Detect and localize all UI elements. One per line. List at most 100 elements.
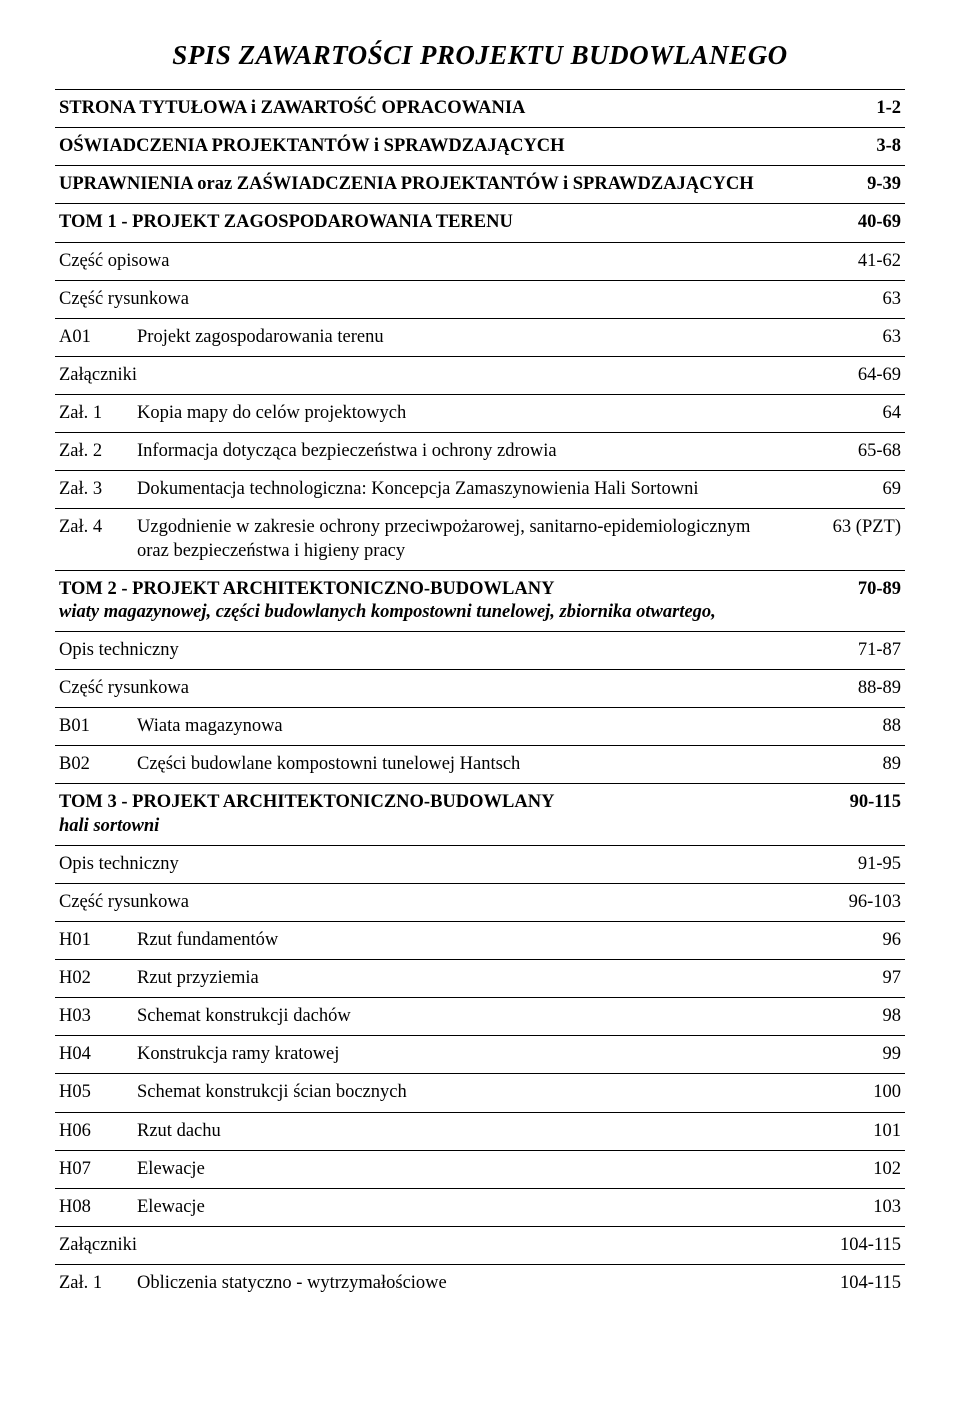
- table-row: Zał. 1Obliczenia statyczno - wytrzymałoś…: [55, 1265, 905, 1303]
- table-row: Zał. 4Uzgodnienie w zakresie ochrony prz…: [55, 509, 905, 570]
- row-pages: 70-89: [787, 570, 905, 631]
- row-label: Konstrukcja ramy kratowej: [133, 1036, 787, 1074]
- row-pages: 40-69: [787, 204, 905, 242]
- table-row: H07Elewacje102: [55, 1150, 905, 1188]
- row-pages: 96-103: [787, 883, 905, 921]
- row-pages: 1-2: [787, 90, 905, 128]
- table-row: Załączniki104-115: [55, 1226, 905, 1264]
- row-code: Zał. 1: [55, 1265, 133, 1303]
- row-pages: 65-68: [787, 433, 905, 471]
- row-code: Zał. 2: [55, 433, 133, 471]
- row-label: Kopia mapy do celów projektowych: [133, 395, 787, 433]
- row-label: Elewacje: [133, 1188, 787, 1226]
- row-label: STRONA TYTUŁOWA i ZAWARTOŚĆ OPRACOWANIA: [55, 90, 787, 128]
- table-row: H02Rzut przyziemia97: [55, 960, 905, 998]
- row-code: H06: [55, 1112, 133, 1150]
- row-pages: 64-69: [787, 356, 905, 394]
- row-label: Rzut przyziemia: [133, 960, 787, 998]
- table-row: Opis techniczny71-87: [55, 631, 905, 669]
- row-code: H01: [55, 921, 133, 959]
- row-pages: 90-115: [787, 784, 905, 845]
- row-code: A01: [55, 318, 133, 356]
- row-label: Załączniki: [55, 1226, 787, 1264]
- table-row: TOM 1 - PROJEKT ZAGOSPODAROWANIA TERENU4…: [55, 204, 905, 242]
- row-label: Część rysunkowa: [55, 280, 787, 318]
- row-pages: 98: [787, 998, 905, 1036]
- table-row: A01Projekt zagospodarowania terenu63: [55, 318, 905, 356]
- table-row: Zał. 2Informacja dotycząca bezpieczeństw…: [55, 433, 905, 471]
- table-row: Część opisowa41-62: [55, 242, 905, 280]
- row-label: Projekt zagospodarowania terenu: [133, 318, 787, 356]
- row-pages: 102: [787, 1150, 905, 1188]
- row-code: B01: [55, 708, 133, 746]
- table-row: Część rysunkowa96-103: [55, 883, 905, 921]
- row-code: H04: [55, 1036, 133, 1074]
- table-row: H03Schemat konstrukcji dachów98: [55, 998, 905, 1036]
- row-label: TOM 2 - PROJEKT ARCHITEKTONICZNO-BUDOWLA…: [55, 570, 787, 631]
- table-row: Załączniki64-69: [55, 356, 905, 394]
- row-code: H02: [55, 960, 133, 998]
- row-code: H05: [55, 1074, 133, 1112]
- row-code: Zał. 1: [55, 395, 133, 433]
- page-title: SPIS ZAWARTOŚCI PROJEKTU BUDOWLANEGO: [55, 40, 905, 71]
- row-pages: 101: [787, 1112, 905, 1150]
- row-pages: 91-95: [787, 845, 905, 883]
- table-row: Część rysunkowa63: [55, 280, 905, 318]
- table-row: Część rysunkowa88-89: [55, 670, 905, 708]
- row-pages: 63: [787, 280, 905, 318]
- row-label: Rzut fundamentów: [133, 921, 787, 959]
- row-pages: 103: [787, 1188, 905, 1226]
- row-code: H03: [55, 998, 133, 1036]
- row-code: Zał. 3: [55, 471, 133, 509]
- row-code: B02: [55, 746, 133, 784]
- row-label: Schemat konstrukcji ścian bocznych: [133, 1074, 787, 1112]
- row-label: Część rysunkowa: [55, 670, 787, 708]
- row-code: H08: [55, 1188, 133, 1226]
- row-label: Uzgodnienie w zakresie ochrony przeciwpo…: [133, 509, 787, 570]
- row-label: UPRAWNIENIA oraz ZAŚWIADCZENIA PROJEKTAN…: [55, 166, 787, 204]
- row-pages: 63: [787, 318, 905, 356]
- row-pages: 64: [787, 395, 905, 433]
- row-label: Elewacje: [133, 1150, 787, 1188]
- table-row: H01Rzut fundamentów96: [55, 921, 905, 959]
- row-label: Opis techniczny: [55, 845, 787, 883]
- row-pages: 3-8: [787, 128, 905, 166]
- row-pages: 104-115: [787, 1226, 905, 1264]
- row-code: Zał. 4: [55, 509, 133, 570]
- table-row: B02Części budowlane kompostowni tunelowe…: [55, 746, 905, 784]
- row-label: Część rysunkowa: [55, 883, 787, 921]
- row-label: Części budowlane kompostowni tunelowej H…: [133, 746, 787, 784]
- table-row: UPRAWNIENIA oraz ZAŚWIADCZENIA PROJEKTAN…: [55, 166, 905, 204]
- table-row: H04Konstrukcja ramy kratowej99: [55, 1036, 905, 1074]
- row-pages: 63 (PZT): [787, 509, 905, 570]
- row-pages: 100: [787, 1074, 905, 1112]
- row-pages: 88: [787, 708, 905, 746]
- row-label: Informacja dotycząca bezpieczeństwa i oc…: [133, 433, 787, 471]
- row-label: Opis techniczny: [55, 631, 787, 669]
- table-row: TOM 3 - PROJEKT ARCHITEKTONICZNO-BUDOWLA…: [55, 784, 905, 845]
- table-row: H05Schemat konstrukcji ścian bocznych100: [55, 1074, 905, 1112]
- table-row: Zał. 3Dokumentacja technologiczna: Konce…: [55, 471, 905, 509]
- row-label: Rzut dachu: [133, 1112, 787, 1150]
- row-pages: 69: [787, 471, 905, 509]
- row-code: H07: [55, 1150, 133, 1188]
- table-row: Zał. 1Kopia mapy do celów projektowych64: [55, 395, 905, 433]
- row-label: Schemat konstrukcji dachów: [133, 998, 787, 1036]
- row-pages: 104-115: [787, 1265, 905, 1303]
- table-row: H08Elewacje103: [55, 1188, 905, 1226]
- row-pages: 71-87: [787, 631, 905, 669]
- row-label: TOM 3 - PROJEKT ARCHITEKTONICZNO-BUDOWLA…: [55, 784, 787, 845]
- table-row: OŚWIADCZENIA PROJEKTANTÓW i SPRAWDZAJĄCY…: [55, 128, 905, 166]
- row-pages: 9-39: [787, 166, 905, 204]
- table-row: STRONA TYTUŁOWA i ZAWARTOŚĆ OPRACOWANIA1…: [55, 90, 905, 128]
- contents-table: STRONA TYTUŁOWA i ZAWARTOŚĆ OPRACOWANIA1…: [55, 89, 905, 1302]
- row-pages: 88-89: [787, 670, 905, 708]
- row-label: Wiata magazynowa: [133, 708, 787, 746]
- row-label: Załączniki: [55, 356, 787, 394]
- row-label: TOM 1 - PROJEKT ZAGOSPODAROWANIA TERENU: [55, 204, 787, 242]
- row-pages: 96: [787, 921, 905, 959]
- row-label: Dokumentacja technologiczna: Koncepcja Z…: [133, 471, 787, 509]
- row-pages: 97: [787, 960, 905, 998]
- table-row: H06Rzut dachu101: [55, 1112, 905, 1150]
- row-label: Część opisowa: [55, 242, 787, 280]
